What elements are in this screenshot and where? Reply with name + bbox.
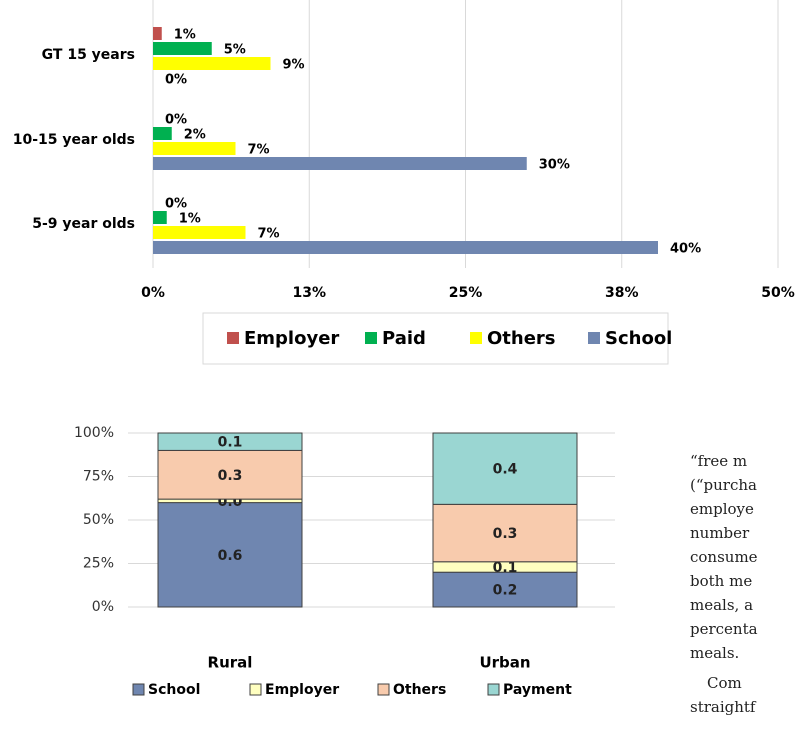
text-line: number: [690, 524, 750, 542]
category-label: GT 15 years: [42, 47, 135, 63]
legend-label: Employer: [265, 682, 339, 698]
legend-box: [202, 312, 669, 365]
text-line: Com: [707, 674, 742, 692]
data-label: 1%: [179, 212, 201, 227]
bar-segment: [432, 432, 578, 505]
bar-segment: [157, 502, 303, 608]
bar-segment: [432, 503, 578, 563]
data-label: 0.1: [218, 435, 243, 451]
text-line: both me: [690, 572, 752, 590]
data-label: 0.1: [493, 560, 518, 576]
category-label: 5-9 year olds: [32, 216, 135, 232]
x-tick-label: 13%: [292, 285, 326, 301]
text-line: consume: [690, 548, 758, 566]
legend-swatch: [588, 332, 600, 344]
text-line: employe: [690, 500, 754, 518]
y-tick-label: 25%: [83, 556, 114, 572]
text-line: “free m: [690, 452, 747, 470]
data-label: 5%: [224, 43, 246, 58]
bar-segment: [432, 571, 578, 608]
data-label: 0.3: [493, 526, 518, 542]
y-tick-label: 0%: [92, 599, 114, 615]
x-tick-label: 25%: [449, 285, 483, 301]
data-label: 9%: [283, 58, 305, 73]
data-label: 0%: [165, 197, 187, 212]
x-tick-label: 50%: [761, 285, 795, 301]
y-tick-label: 75%: [83, 469, 114, 485]
legend-label: Paid: [382, 328, 426, 349]
legend-label: Others: [487, 328, 556, 349]
x-tick-label: 38%: [605, 285, 639, 301]
legend-swatch: [470, 332, 482, 344]
legend-swatch: [227, 332, 239, 344]
bar: [153, 241, 658, 254]
data-label: 0.3: [218, 468, 243, 484]
text-line: percenta: [690, 620, 758, 638]
legend-swatch: [377, 683, 390, 696]
data-label: 1%: [174, 28, 196, 43]
legend-swatch: [249, 683, 262, 696]
text-line: meals, a: [690, 596, 753, 614]
bar: [153, 157, 527, 170]
data-label: 0.2: [493, 583, 518, 599]
legend-label: School: [605, 328, 672, 349]
data-label: 0%: [165, 113, 187, 128]
legend-swatch: [132, 683, 145, 696]
bar: [153, 42, 212, 55]
bar-segment: [157, 432, 303, 451]
bar: [153, 226, 246, 239]
data-label: 0%: [165, 73, 187, 88]
bar: [153, 142, 236, 155]
legend-label: Employer: [244, 328, 339, 349]
legend-label: Others: [393, 682, 446, 698]
category-label: Urban: [479, 654, 530, 672]
legend-swatch: [365, 332, 377, 344]
y-tick-label: 100%: [74, 425, 114, 441]
text-line: straightf: [690, 698, 757, 716]
x-tick-label: 0%: [141, 285, 165, 301]
data-label: 7%: [248, 143, 270, 158]
data-label: 2%: [184, 128, 206, 143]
data-label: 7%: [258, 227, 280, 242]
text-line: (“purcha: [690, 476, 757, 494]
data-label: 0.4: [493, 462, 518, 478]
data-label: 0.6: [218, 548, 243, 564]
category-label: Rural: [208, 654, 253, 672]
bar: [153, 57, 271, 70]
bar: [153, 27, 162, 40]
legend-swatch: [487, 683, 500, 696]
bar: [153, 211, 167, 224]
legend-label: Payment: [503, 682, 572, 698]
y-tick-label: 50%: [83, 512, 114, 528]
bar: [153, 127, 172, 140]
legend-label: School: [148, 682, 200, 698]
data-label: 30%: [539, 158, 570, 173]
data-label: 40%: [670, 242, 701, 257]
category-label: 10-15 year olds: [13, 132, 135, 148]
text-line: meals.: [690, 644, 739, 662]
